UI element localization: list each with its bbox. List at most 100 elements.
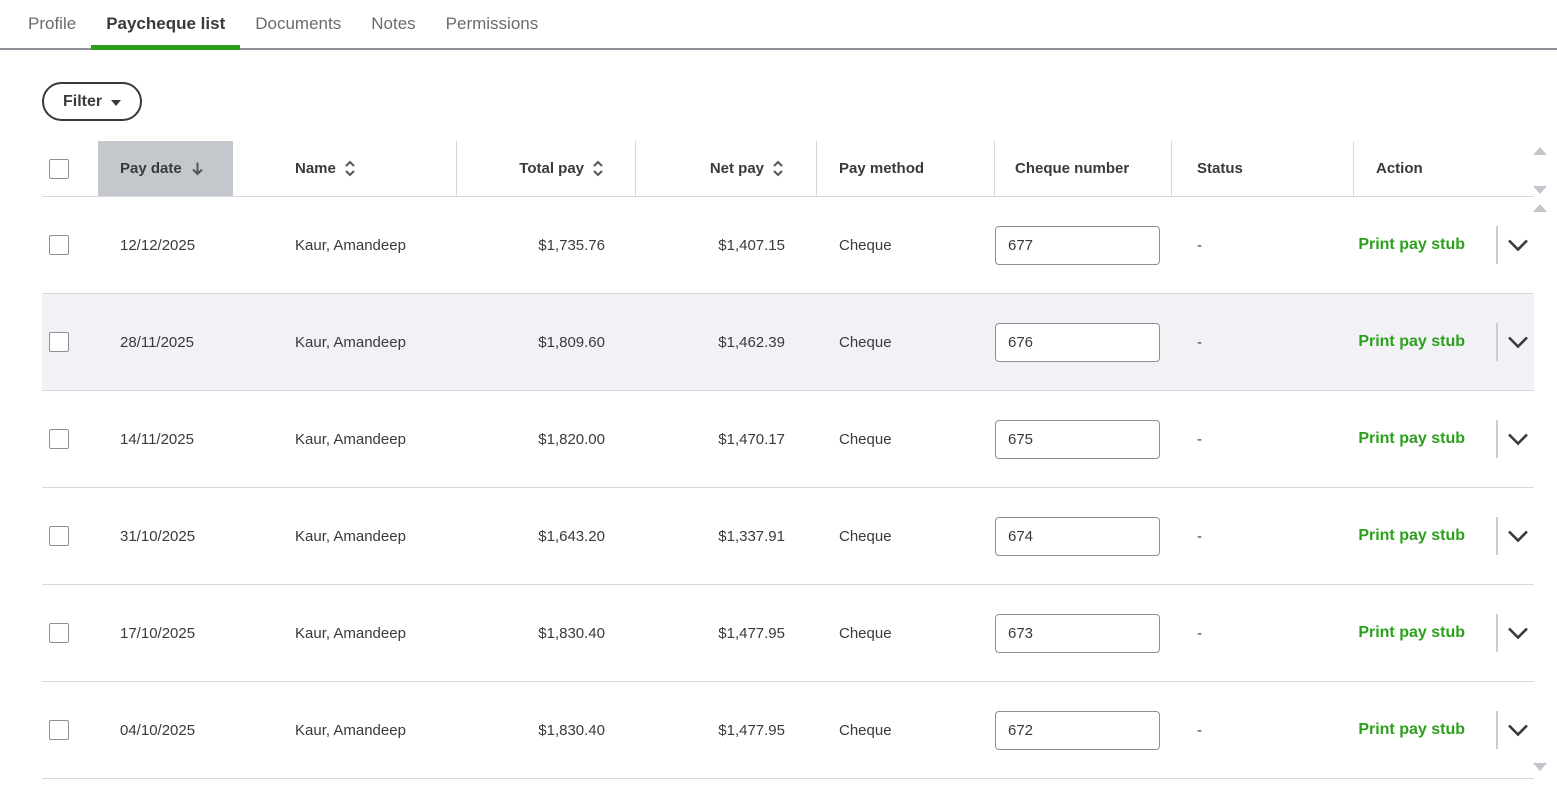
cheque-number-input[interactable] [995, 419, 1160, 459]
column-header-action: Action [1354, 141, 1534, 196]
cheque-number-input[interactable] [995, 225, 1160, 265]
column-header-total-pay[interactable]: Total pay [457, 141, 636, 196]
total-pay-header-label: Total pay [519, 160, 584, 177]
print-pay-stub-link[interactable]: Print pay stub [1358, 333, 1465, 350]
chevron-down-icon[interactable] [1505, 720, 1531, 741]
sortable-icon [592, 159, 604, 178]
row-checkbox-cell [42, 197, 98, 293]
paycheque-table: Pay date Name Total pay [42, 141, 1534, 779]
action-cell: Print pay stub [1354, 682, 1534, 778]
filter-button-label: Filter [63, 92, 103, 110]
select-all-checkbox[interactable] [49, 158, 69, 179]
column-header-cheque-number: Cheque number [995, 141, 1172, 196]
tab-permissions[interactable]: Permissions [445, 14, 539, 33]
action-divider [1496, 323, 1498, 361]
table-row: 04/10/2025 Kaur, Amandeep $1,830.40 $1,4… [42, 682, 1534, 779]
print-pay-stub-link[interactable]: Print pay stub [1358, 624, 1465, 641]
chevron-down-icon[interactable] [1505, 526, 1531, 547]
status-cell: - [1197, 624, 1202, 642]
tab-paycheque-list[interactable]: Paycheque list [91, 0, 241, 50]
name-cell: Kaur, Amandeep [295, 430, 406, 448]
print-pay-stub-link[interactable]: Print pay stub [1358, 430, 1465, 447]
total-pay-cell: $1,820.00 [538, 430, 605, 448]
header-checkbox-cell [42, 141, 98, 196]
cheque-number-cell [995, 585, 1172, 681]
sortable-icon [344, 159, 356, 178]
scroll-down-arrow-icon[interactable] [1533, 186, 1547, 194]
cheque-number-input[interactable] [995, 613, 1160, 653]
tab-documents[interactable]: Documents [255, 14, 342, 33]
cheque-number-cell [995, 197, 1172, 293]
pay-method-cell: Cheque [839, 721, 892, 739]
scroll-up-arrow-icon[interactable] [1533, 204, 1547, 212]
pay-method-cell: Cheque [839, 333, 892, 351]
cheque-number-cell [995, 682, 1172, 778]
chevron-down-icon[interactable] [1505, 429, 1531, 450]
row-checkbox[interactable] [49, 526, 69, 546]
row-checkbox[interactable] [49, 623, 69, 643]
table-row: 14/11/2025 Kaur, Amandeep $1,820.00 $1,4… [42, 391, 1534, 488]
pay-date-cell: 12/12/2025 [120, 236, 196, 254]
name-cell: Kaur, Amandeep [295, 721, 406, 739]
column-header-pay-date[interactable]: Pay date [98, 141, 233, 196]
action-divider [1496, 614, 1498, 652]
pay-method-cell: Cheque [839, 430, 892, 448]
pay-date-cell: 14/11/2025 [120, 430, 194, 448]
status-cell: - [1197, 333, 1202, 351]
row-checkbox-cell [42, 682, 98, 778]
row-checkbox[interactable] [49, 720, 69, 740]
cheque-number-input[interactable] [995, 710, 1160, 750]
print-pay-stub-link[interactable]: Print pay stub [1358, 527, 1465, 544]
pay-date-cell: 04/10/2025 [120, 721, 196, 739]
pay-date-cell: 28/11/2025 [120, 333, 194, 351]
filter-button[interactable]: Filter [42, 82, 143, 121]
total-pay-cell: $1,643.20 [538, 527, 605, 545]
chevron-down-icon[interactable] [1505, 332, 1531, 353]
sortable-icon [772, 159, 784, 178]
print-pay-stub-link[interactable]: Print pay stub [1358, 236, 1465, 253]
cheque-number-input[interactable] [995, 516, 1160, 556]
print-pay-stub-link[interactable]: Print pay stub [1358, 721, 1465, 738]
name-cell: Kaur, Amandeep [295, 333, 406, 351]
chevron-down-icon[interactable] [1505, 623, 1531, 644]
table-row: 31/10/2025 Kaur, Amandeep $1,643.20 $1,3… [42, 488, 1534, 585]
scroll-down-arrow-icon[interactable] [1533, 763, 1547, 771]
action-cell: Print pay stub [1354, 197, 1534, 293]
column-header-status: Status [1172, 141, 1354, 196]
action-divider [1496, 517, 1498, 555]
scroll-up-arrow-icon[interactable] [1533, 147, 1547, 155]
action-divider [1496, 226, 1498, 264]
table-row: 17/10/2025 Kaur, Amandeep $1,830.40 $1,4… [42, 585, 1534, 682]
action-cell: Print pay stub [1354, 488, 1534, 584]
pay-method-cell: Cheque [839, 236, 892, 254]
table-header-row: Pay date Name Total pay [42, 141, 1534, 197]
row-checkbox[interactable] [49, 429, 69, 449]
name-cell: Kaur, Amandeep [295, 527, 406, 545]
pay-date-cell: 31/10/2025 [120, 527, 196, 545]
action-cell: Print pay stub [1354, 391, 1534, 487]
column-header-net-pay[interactable]: Net pay [636, 141, 817, 196]
table-row: 12/12/2025 Kaur, Amandeep $1,735.76 $1,4… [42, 197, 1534, 294]
tab-bar: Profile Paycheque list Documents Notes P… [0, 0, 1557, 50]
status-cell: - [1197, 527, 1202, 545]
row-checkbox[interactable] [49, 235, 69, 255]
tab-profile[interactable]: Profile [28, 14, 77, 33]
net-pay-cell: $1,462.39 [718, 333, 785, 351]
chevron-down-icon[interactable] [1505, 235, 1531, 256]
table-body: 12/12/2025 Kaur, Amandeep $1,735.76 $1,4… [42, 197, 1534, 779]
column-header-pay-method: Pay method [817, 141, 995, 196]
row-checkbox-cell [42, 391, 98, 487]
net-pay-cell: $1,470.17 [718, 430, 785, 448]
pay-date-cell: 17/10/2025 [120, 624, 196, 642]
total-pay-cell: $1,830.40 [538, 721, 605, 739]
row-checkbox[interactable] [49, 332, 69, 352]
action-divider [1496, 420, 1498, 458]
table-row: 28/11/2025 Kaur, Amandeep $1,809.60 $1,4… [42, 294, 1534, 391]
tab-notes[interactable]: Notes [371, 14, 416, 33]
cheque-number-cell [995, 488, 1172, 584]
column-header-name[interactable]: Name [233, 141, 457, 196]
sort-descending-arrow-icon [191, 161, 204, 177]
net-pay-cell: $1,337.91 [718, 527, 785, 545]
cheque-number-input[interactable] [995, 322, 1160, 362]
